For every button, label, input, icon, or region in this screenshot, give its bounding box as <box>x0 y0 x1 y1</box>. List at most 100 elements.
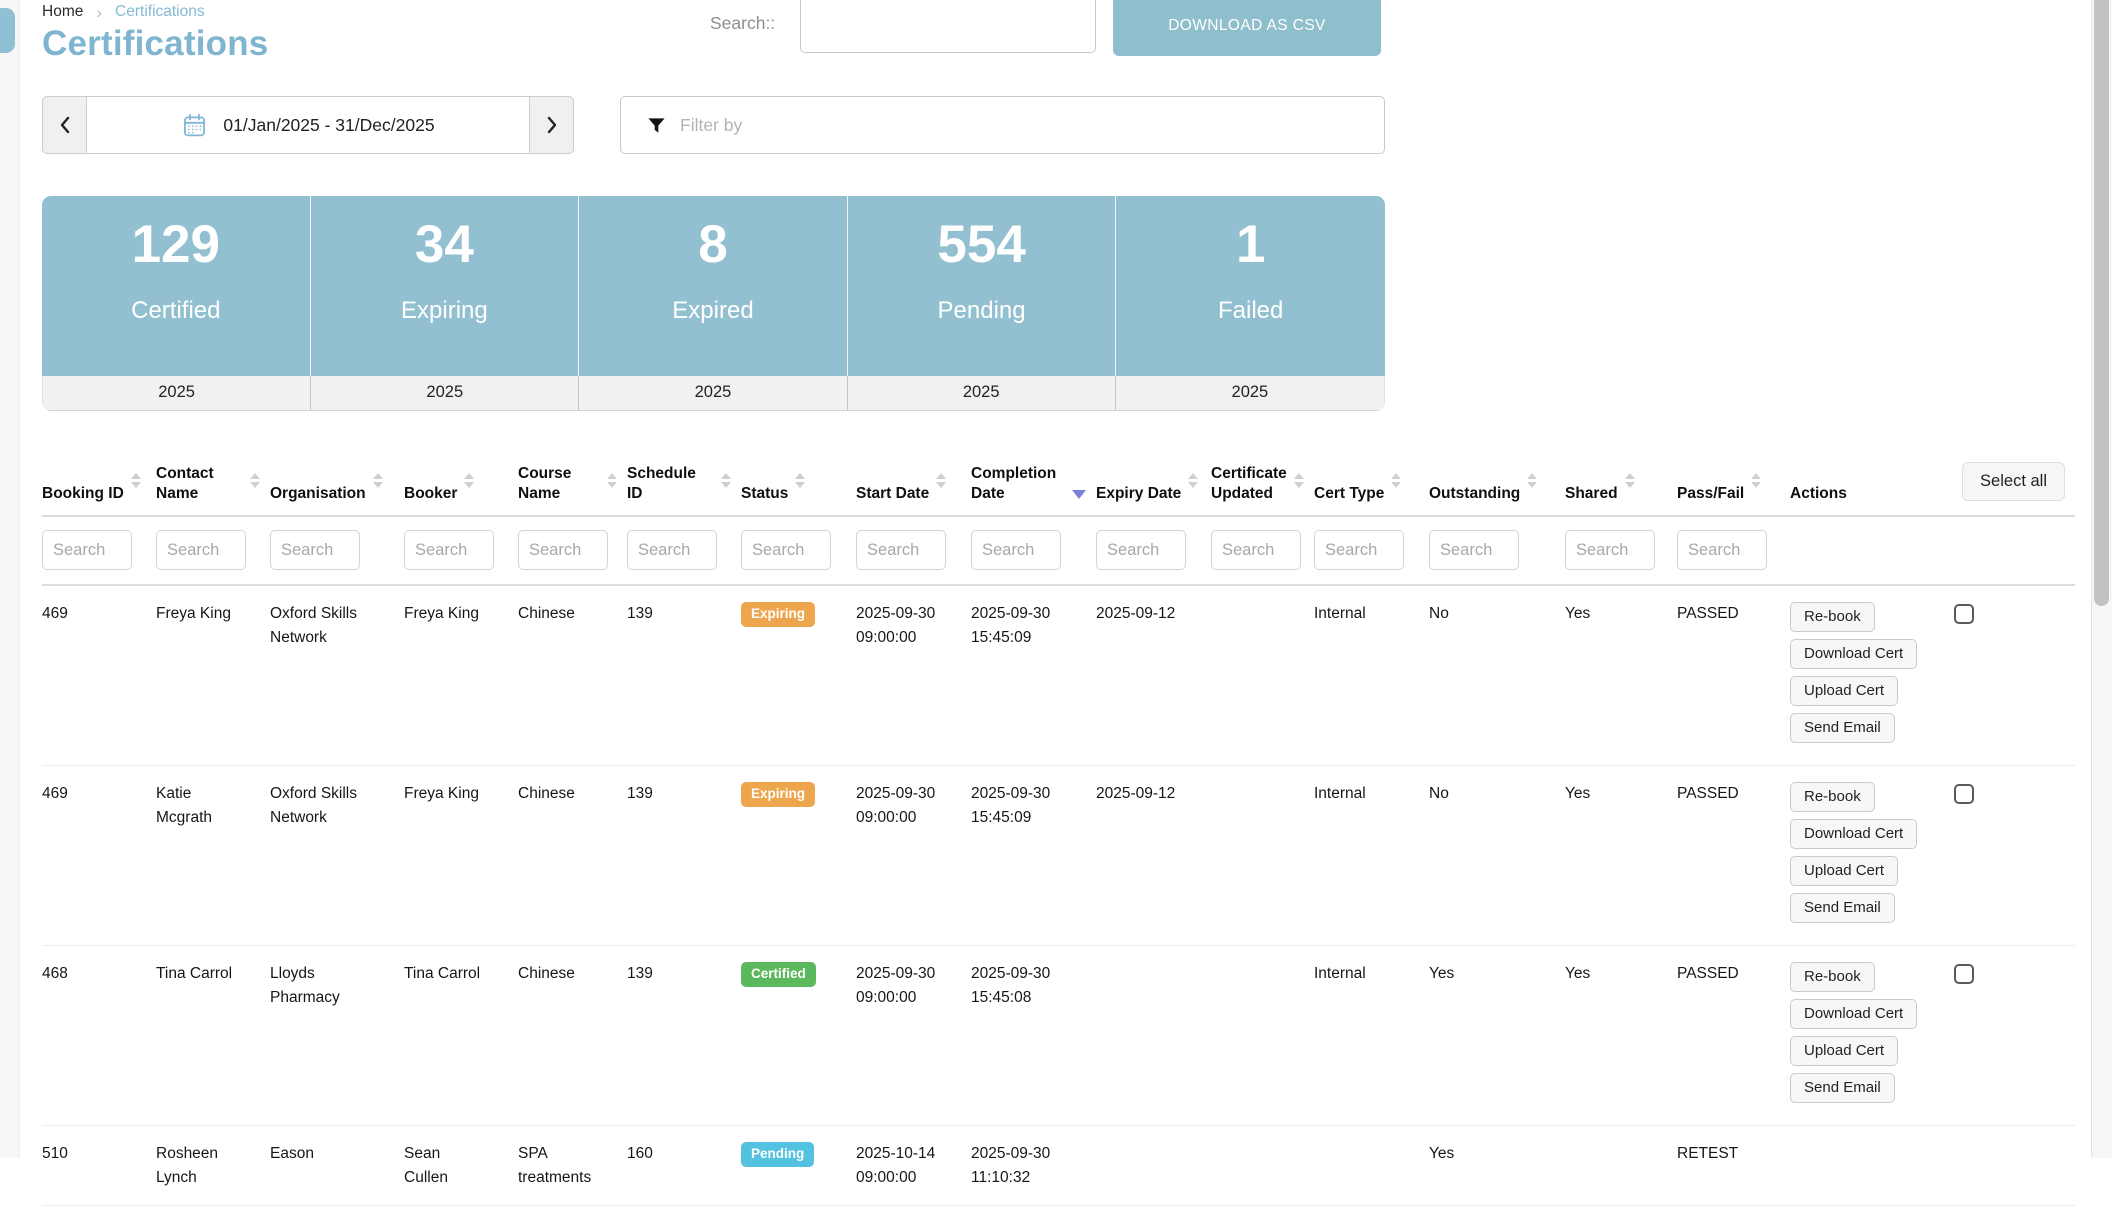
stat-failed[interactable]: 1 Failed <box>1116 196 1385 376</box>
search-start-date[interactable] <box>856 530 946 570</box>
stat-expiring[interactable]: 34 Expiring <box>311 196 580 376</box>
side-drawer-handle[interactable] <box>0 8 15 53</box>
sort-desc-icon[interactable] <box>1072 490 1086 499</box>
date-range-display[interactable]: 01/Jan/2025 - 31/Dec/2025 <box>87 96 529 154</box>
sort-arrows-icon[interactable] <box>936 473 947 488</box>
cell-booker: Sean Cullen <box>404 1125 518 1206</box>
col-completion-date[interactable]: Completion Date <box>971 444 1096 516</box>
stat-pending[interactable]: 554 Pending <box>848 196 1117 376</box>
column-search-row <box>42 515 2075 586</box>
stat-value: 34 <box>414 215 474 274</box>
cell-booker: Freya King <box>404 765 518 946</box>
stats-years: 2025 2025 2025 2025 2025 <box>42 376 1385 411</box>
search-schedule-id[interactable] <box>627 530 717 570</box>
scrollbar-thumb[interactable] <box>2094 0 2109 606</box>
col-shared[interactable]: Shared <box>1565 444 1677 516</box>
breadcrumb-home-link[interactable]: Home <box>42 3 84 20</box>
col-start-date[interactable]: Start Date <box>856 444 971 516</box>
breadcrumb-current[interactable]: Certifications <box>115 3 205 20</box>
scrollbar[interactable] <box>2091 0 2112 1158</box>
send-email-button[interactable]: Send Email <box>1790 713 1895 743</box>
sort-arrows-icon[interactable] <box>372 473 383 488</box>
filter-input[interactable] <box>678 113 1374 137</box>
date-next-button[interactable] <box>529 96 574 154</box>
col-booking-id[interactable]: Booking ID <box>42 444 156 516</box>
send-email-button[interactable]: Send Email <box>1790 893 1895 923</box>
stat-certified[interactable]: 129 Certified <box>42 196 311 376</box>
col-cert-type[interactable]: Cert Type <box>1314 444 1429 516</box>
sort-arrows-icon[interactable] <box>607 473 617 488</box>
sort-arrows-icon[interactable] <box>1391 473 1402 488</box>
col-booker[interactable]: Booker <box>404 444 518 516</box>
search-booking-id[interactable] <box>42 530 132 570</box>
stat-year-failed[interactable]: 2025 <box>1231 383 1269 401</box>
send-email-button[interactable]: Send Email <box>1790 1073 1895 1103</box>
rebook-button[interactable]: Re-book <box>1790 962 1875 992</box>
cell-status: Certified <box>741 945 856 1126</box>
col-expiry-date[interactable]: Expiry Date <box>1096 444 1211 516</box>
row-checkbox[interactable] <box>1954 604 1974 624</box>
col-course-name[interactable]: Course Name <box>518 444 627 516</box>
search-status[interactable] <box>741 530 831 570</box>
stat-expired[interactable]: 8 Expired <box>579 196 848 376</box>
sort-arrows-icon[interactable] <box>250 473 260 488</box>
sort-arrows-icon[interactable] <box>1751 473 1762 488</box>
sort-arrows-icon[interactable] <box>1624 473 1635 488</box>
cell-select <box>1952 945 2075 1126</box>
select-all-button[interactable]: Select all <box>1962 462 2065 501</box>
sort-arrows-icon[interactable] <box>721 473 731 488</box>
search-contact-name[interactable] <box>156 530 246 570</box>
rebook-button[interactable]: Re-book <box>1790 602 1875 632</box>
col-outstanding[interactable]: Outstanding <box>1429 444 1565 516</box>
chevron-left-icon <box>60 116 69 134</box>
sort-arrows-icon[interactable] <box>1527 473 1538 488</box>
download-cert-button[interactable]: Download Cert <box>1790 819 1918 849</box>
search-input[interactable] <box>800 0 1096 53</box>
cell-outstanding: No <box>1429 765 1565 946</box>
search-course-name[interactable] <box>518 530 608 570</box>
col-schedule-id[interactable]: Schedule ID <box>627 444 741 516</box>
sort-arrows-icon[interactable] <box>795 473 806 488</box>
search-outstanding[interactable] <box>1429 530 1519 570</box>
col-organisation[interactable]: Organisation <box>270 444 404 516</box>
cell-completion-date: 2025-09-30 15:45:09 <box>971 765 1096 946</box>
search-pass-fail[interactable] <box>1677 530 1767 570</box>
stat-year-expired[interactable]: 2025 <box>579 376 848 410</box>
download-csv-button[interactable]: DOWNLOAD AS CSV <box>1113 0 1381 56</box>
cell-cert-type <box>1314 1125 1429 1206</box>
rebook-button[interactable]: Re-book <box>1790 782 1875 812</box>
date-prev-button[interactable] <box>42 96 87 154</box>
col-status[interactable]: Status <box>741 444 856 516</box>
upload-cert-button[interactable]: Upload Cert <box>1790 676 1899 706</box>
stat-year-pending[interactable]: 2025 <box>848 376 1116 410</box>
row-checkbox[interactable] <box>1954 784 1974 804</box>
table-row: 469 Katie Mcgrath Oxford Skills Network … <box>42 765 2075 946</box>
stat-label: Expired <box>672 297 754 324</box>
cell-status: Pending <box>741 1125 856 1206</box>
search-completion-date[interactable] <box>971 530 1061 570</box>
search-shared[interactable] <box>1565 530 1655 570</box>
stat-year-expiring[interactable]: 2025 <box>311 376 580 410</box>
cell-schedule-id: 139 <box>627 765 741 946</box>
search-organisation[interactable] <box>270 530 360 570</box>
sort-arrows-icon[interactable] <box>464 473 475 488</box>
cell-shared: Yes <box>1565 765 1677 946</box>
search-cert-type[interactable] <box>1314 530 1404 570</box>
col-certificate-updated[interactable]: Certificate Updated <box>1211 444 1314 516</box>
download-cert-button[interactable]: Download Cert <box>1790 639 1918 669</box>
sort-arrows-icon[interactable] <box>130 473 141 488</box>
sort-arrows-icon[interactable] <box>1188 473 1199 488</box>
row-checkbox[interactable] <box>1954 964 1974 984</box>
upload-cert-button[interactable]: Upload Cert <box>1790 1036 1899 1066</box>
download-cert-button[interactable]: Download Cert <box>1790 999 1918 1029</box>
search-expiry-date[interactable] <box>1096 530 1186 570</box>
col-pass-fail[interactable]: Pass/Fail <box>1677 444 1790 516</box>
stat-year-certified[interactable]: 2025 <box>43 376 312 410</box>
date-range-picker: 01/Jan/2025 - 31/Dec/2025 <box>42 96 574 154</box>
cell-cert-type: Internal <box>1314 765 1429 946</box>
upload-cert-button[interactable]: Upload Cert <box>1790 856 1899 886</box>
search-booker[interactable] <box>404 530 494 570</box>
sort-arrows-icon[interactable] <box>1294 473 1304 488</box>
col-contact-name[interactable]: Contact Name <box>156 444 270 516</box>
search-certificate-updated[interactable] <box>1211 530 1301 570</box>
